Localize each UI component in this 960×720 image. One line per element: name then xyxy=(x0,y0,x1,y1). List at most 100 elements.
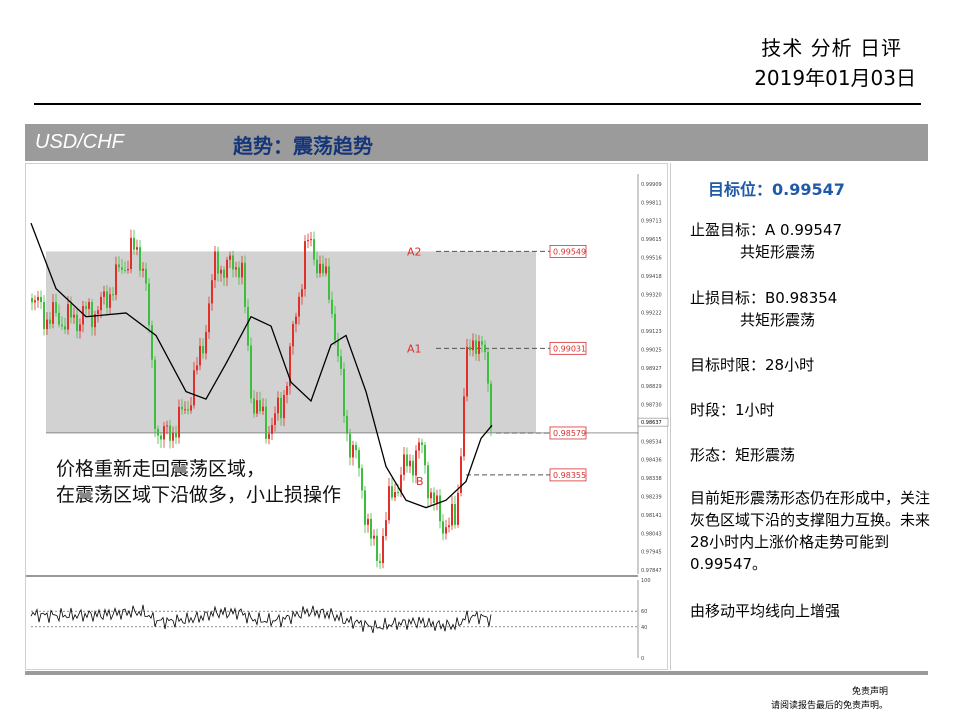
candle-body xyxy=(217,251,219,274)
y-tick-label: 0.99811 xyxy=(641,200,662,206)
candle-body xyxy=(157,428,159,436)
disclaimer-title: 免责声明 xyxy=(852,687,889,697)
y-tick-label: 0.99615 xyxy=(641,237,662,243)
candle-body xyxy=(181,406,183,410)
candle-body xyxy=(61,324,63,327)
candle-body xyxy=(76,314,78,332)
candle-body xyxy=(187,409,189,411)
candle-body xyxy=(301,289,303,297)
candle-body xyxy=(250,345,252,399)
candle-body xyxy=(112,294,114,296)
candle-body xyxy=(184,409,186,411)
candle-body xyxy=(55,302,57,313)
candle-body xyxy=(424,444,426,466)
candle-body xyxy=(148,283,150,326)
candle-body xyxy=(454,504,456,525)
take-profit-note: 共矩形震荡 xyxy=(740,243,816,261)
candle-body xyxy=(448,525,450,528)
candle-body xyxy=(460,456,462,493)
candle-body xyxy=(481,341,483,345)
chart-annotation: 价格重新走回震荡区域， 在震荡区域下沿做多，小止损操作 xyxy=(56,456,341,508)
y-tick-label: 0.98043 xyxy=(641,531,662,537)
candle-body xyxy=(262,406,264,412)
candle-body xyxy=(49,319,51,324)
candle-body xyxy=(46,319,48,330)
candle-body xyxy=(451,504,453,526)
candle-body xyxy=(64,326,66,330)
pattern: 形态：矩形震荡 xyxy=(690,446,796,464)
candle-body xyxy=(241,262,243,278)
y-tick-label: 0.99222 xyxy=(641,311,662,317)
candle-body xyxy=(349,433,351,458)
stop-loss-note: 共矩形震荡 xyxy=(740,311,816,329)
candle-body xyxy=(211,280,213,304)
candle-body xyxy=(412,460,414,476)
candle-body xyxy=(307,240,309,242)
candle-body xyxy=(166,425,168,427)
candle-body xyxy=(91,302,93,328)
candle-body xyxy=(277,397,279,414)
level-value-label: 0.99549 xyxy=(553,247,586,256)
candle-body xyxy=(268,433,270,439)
candle-body xyxy=(253,398,255,414)
candle-body xyxy=(190,405,192,411)
candle-body xyxy=(376,535,378,561)
candle-body xyxy=(436,495,438,503)
y-tick-label: 0.98239 xyxy=(641,495,662,501)
candle-body xyxy=(139,247,141,271)
candle-body xyxy=(445,527,447,534)
candle-body xyxy=(223,269,225,278)
candle-body xyxy=(208,303,210,333)
candle-body xyxy=(79,324,81,332)
candle-body xyxy=(304,241,306,290)
y-tick-label: 0.98927 xyxy=(641,366,662,372)
candle-body xyxy=(295,316,297,324)
trend-label: 趋势：震荡趋势 xyxy=(233,134,373,158)
y-tick-label: 0.99418 xyxy=(641,274,662,280)
candle-body xyxy=(142,268,144,271)
chart-container: 0.99909 0.99811 0.99713 0.99615 0.99516 0.994… xyxy=(25,163,669,670)
candle-body xyxy=(235,267,237,270)
stop-loss: 止损目标：B0.98354 共矩形震荡 xyxy=(690,287,837,331)
candle-body xyxy=(337,340,339,357)
candle-body xyxy=(286,386,288,395)
candle-body xyxy=(364,490,366,525)
candle-body xyxy=(280,397,282,419)
candle-body xyxy=(346,415,348,434)
candle-body xyxy=(52,302,54,324)
candle-body xyxy=(400,474,402,493)
conclusion: 由移动平均线向上增强 xyxy=(690,602,841,620)
annotation-line-1: 价格重新走回震荡区域， xyxy=(56,458,266,480)
candle-body xyxy=(247,306,249,346)
candle-body xyxy=(115,264,117,295)
candle-body xyxy=(172,432,174,441)
summary: 目前矩形震荡形态仍在形成中，关注灰色区域下沿的支撑阻力互换。未来28小时内上涨价… xyxy=(690,489,931,573)
candle-body xyxy=(415,450,417,476)
osc-tick-label: 0 xyxy=(641,656,644,662)
candle-body xyxy=(178,406,180,438)
level-name-label: A2 xyxy=(407,245,422,258)
y-tick-label: 0.99516 xyxy=(641,256,662,262)
candle-body xyxy=(322,263,324,274)
candle-body xyxy=(133,237,135,250)
panel-divider xyxy=(670,163,671,670)
current-price-label: 0.98637 xyxy=(641,420,662,426)
candle-body xyxy=(427,465,429,499)
candle-body xyxy=(430,492,432,499)
candle-body xyxy=(283,394,285,419)
candle-body xyxy=(193,370,195,406)
y-tick-label: 0.98338 xyxy=(641,476,662,482)
level-name-label: B xyxy=(416,475,424,488)
candle-body xyxy=(127,269,129,271)
candle-body xyxy=(403,454,405,475)
price-chart: 0.99909 0.99811 0.99713 0.99615 0.99516 0.994… xyxy=(26,174,669,662)
period: 时段：1小时 xyxy=(690,401,775,419)
candle-body xyxy=(145,268,147,284)
candle-body xyxy=(370,518,372,539)
candle-body xyxy=(469,346,471,351)
candle-body xyxy=(37,296,39,301)
candle-body xyxy=(298,296,300,317)
candle-body xyxy=(85,306,87,309)
candle-body xyxy=(457,492,459,525)
candle-body xyxy=(136,247,138,250)
